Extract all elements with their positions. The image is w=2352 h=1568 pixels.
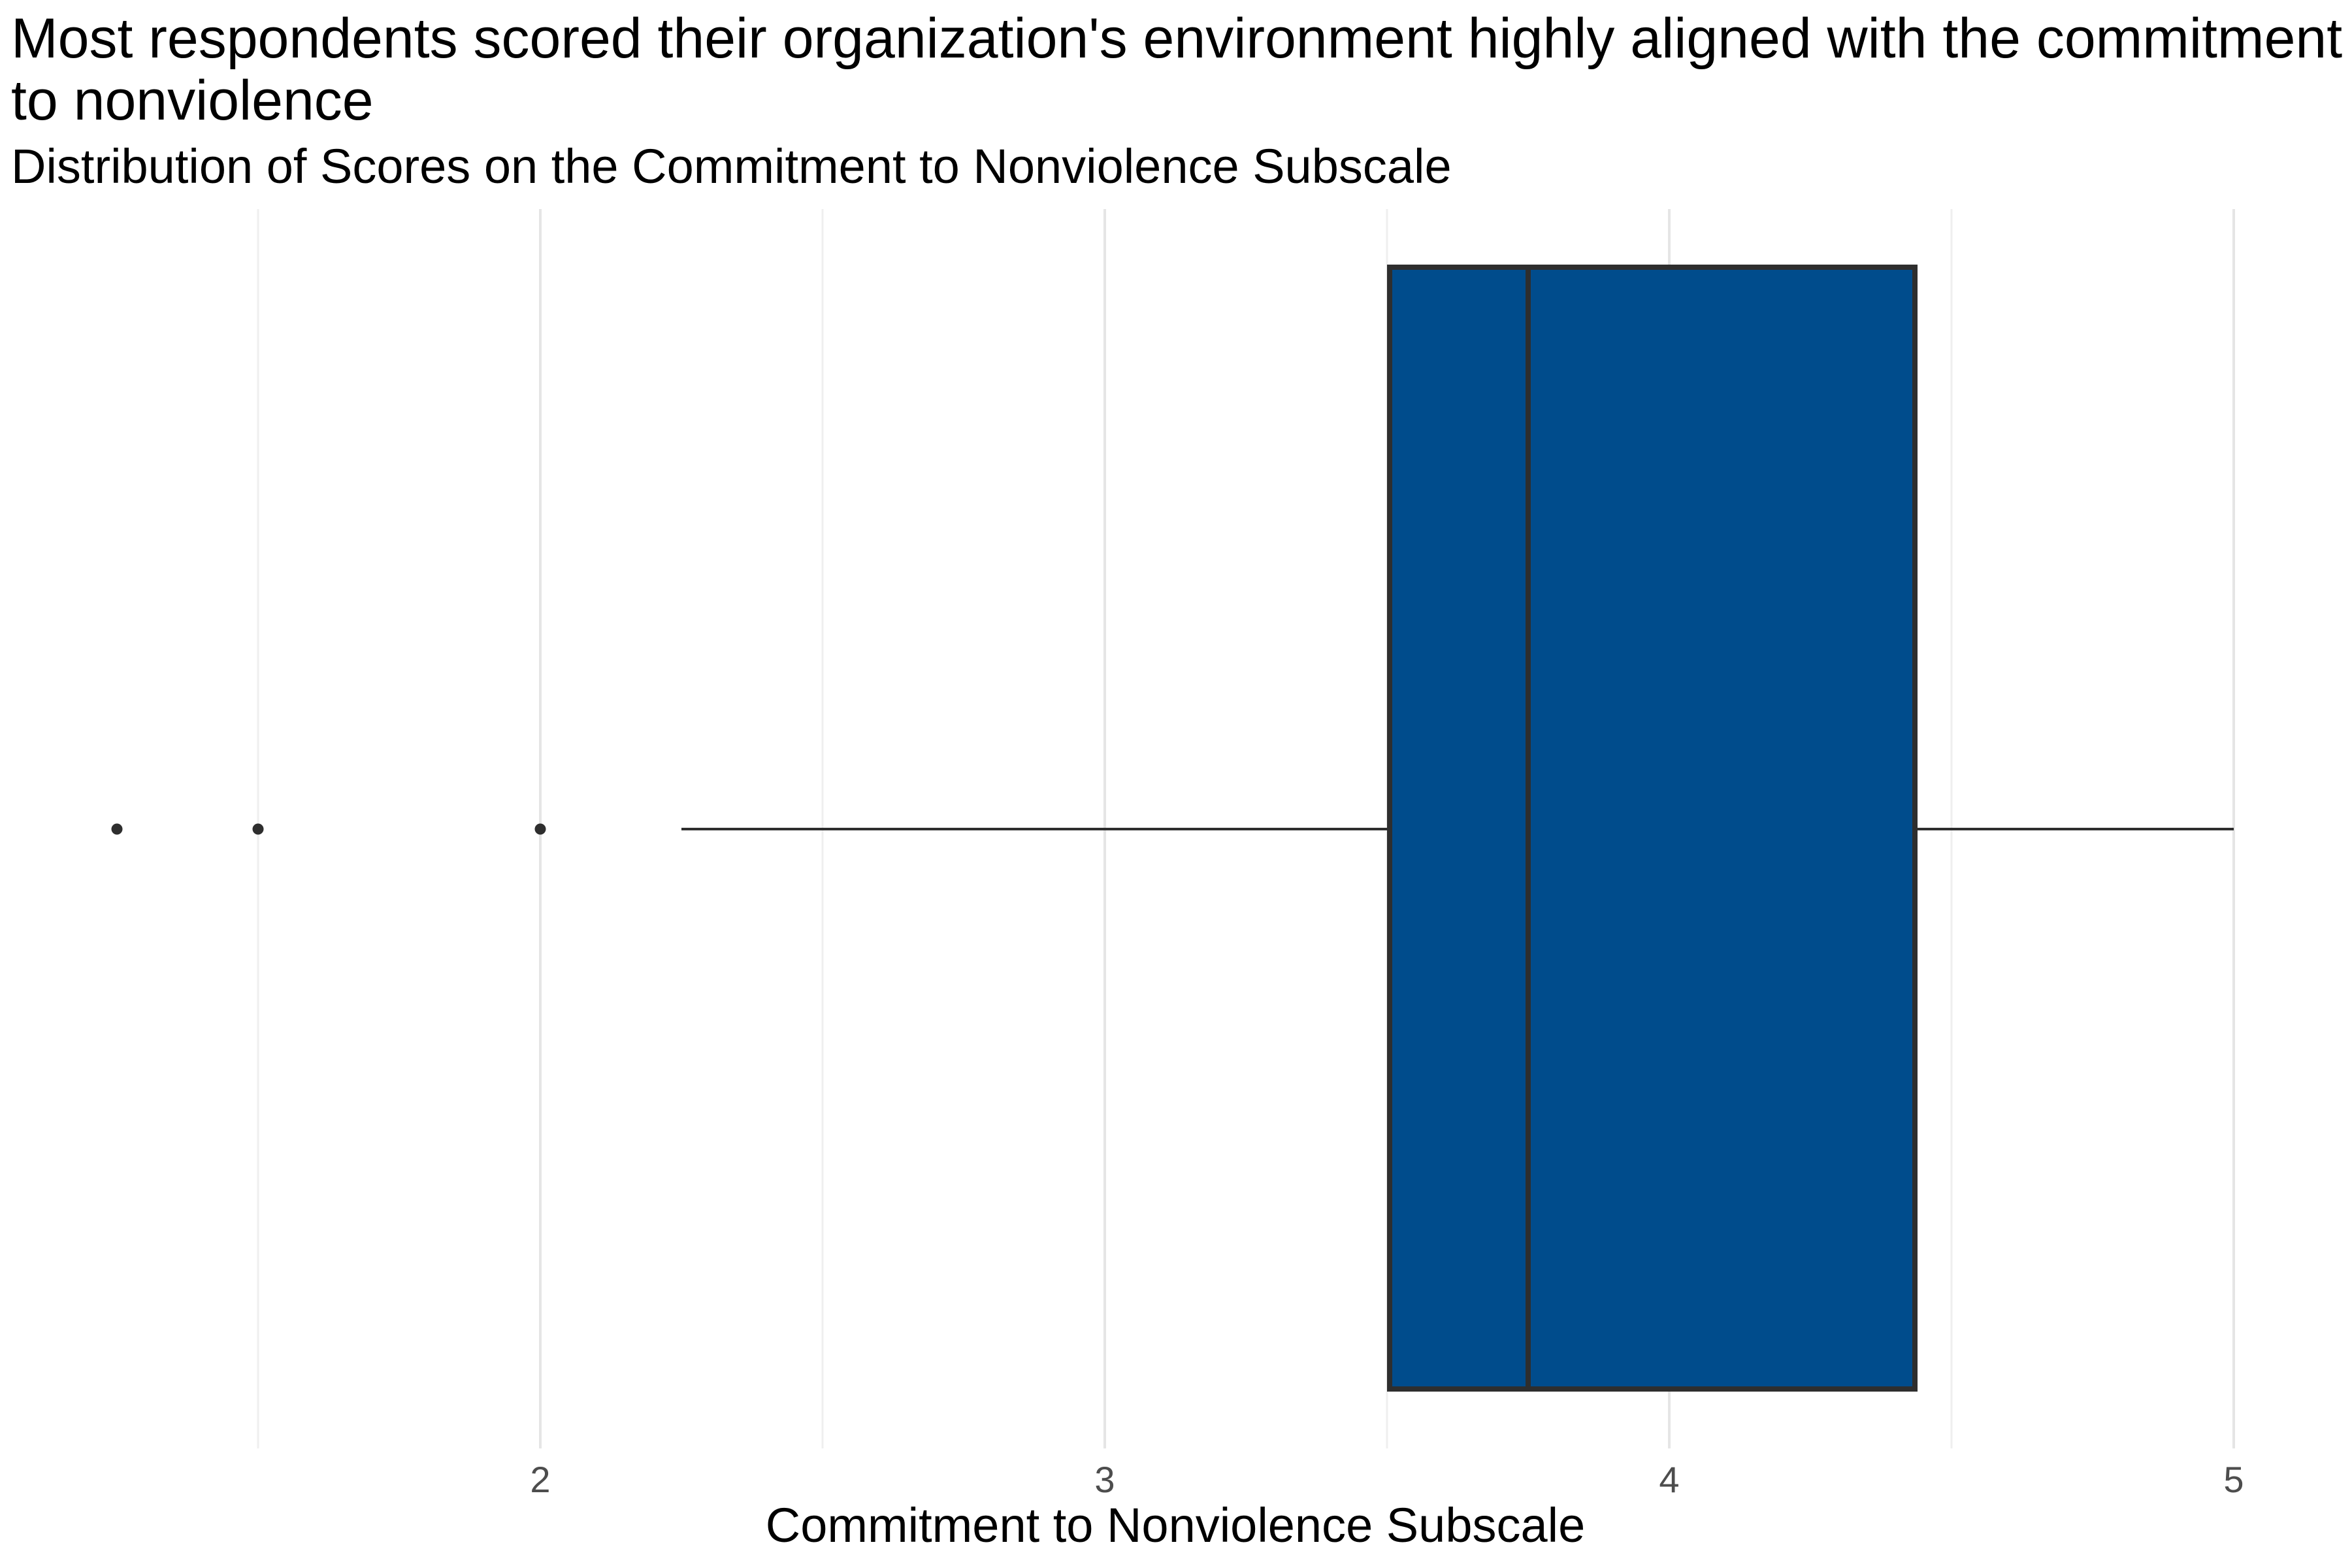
grid-major-line xyxy=(2232,209,2235,1448)
lower-whisker xyxy=(681,827,1387,830)
chart-title-line2: to nonviolence xyxy=(11,69,374,132)
box-iqr xyxy=(1387,265,1918,1392)
median-line xyxy=(1525,265,1531,1392)
x-axis-tick-label: 3 xyxy=(1094,1459,1115,1500)
x-axis-tick-label: 5 xyxy=(2223,1459,2244,1500)
x-axis-tick-label: 4 xyxy=(1659,1459,1680,1500)
upper-whisker xyxy=(1918,827,2234,830)
outlier-point xyxy=(534,823,546,834)
chart-title-line1: Most respondents scored their organizati… xyxy=(11,8,2343,70)
x-axis-tick-label: 2 xyxy=(530,1459,551,1500)
outlier-point xyxy=(111,823,123,834)
plot-panel xyxy=(11,209,2340,1448)
outlier-point xyxy=(252,823,264,834)
x-axis-tick-labels: 2 3 4 5 xyxy=(11,1454,2340,1506)
chart-subtitle: Distribution of Scores on the Commitment… xyxy=(11,139,1452,193)
x-axis-title: Commitment to Nonviolence Subscale xyxy=(765,1498,1586,1552)
chart-title: Most respondents scored their organizati… xyxy=(11,8,2352,132)
